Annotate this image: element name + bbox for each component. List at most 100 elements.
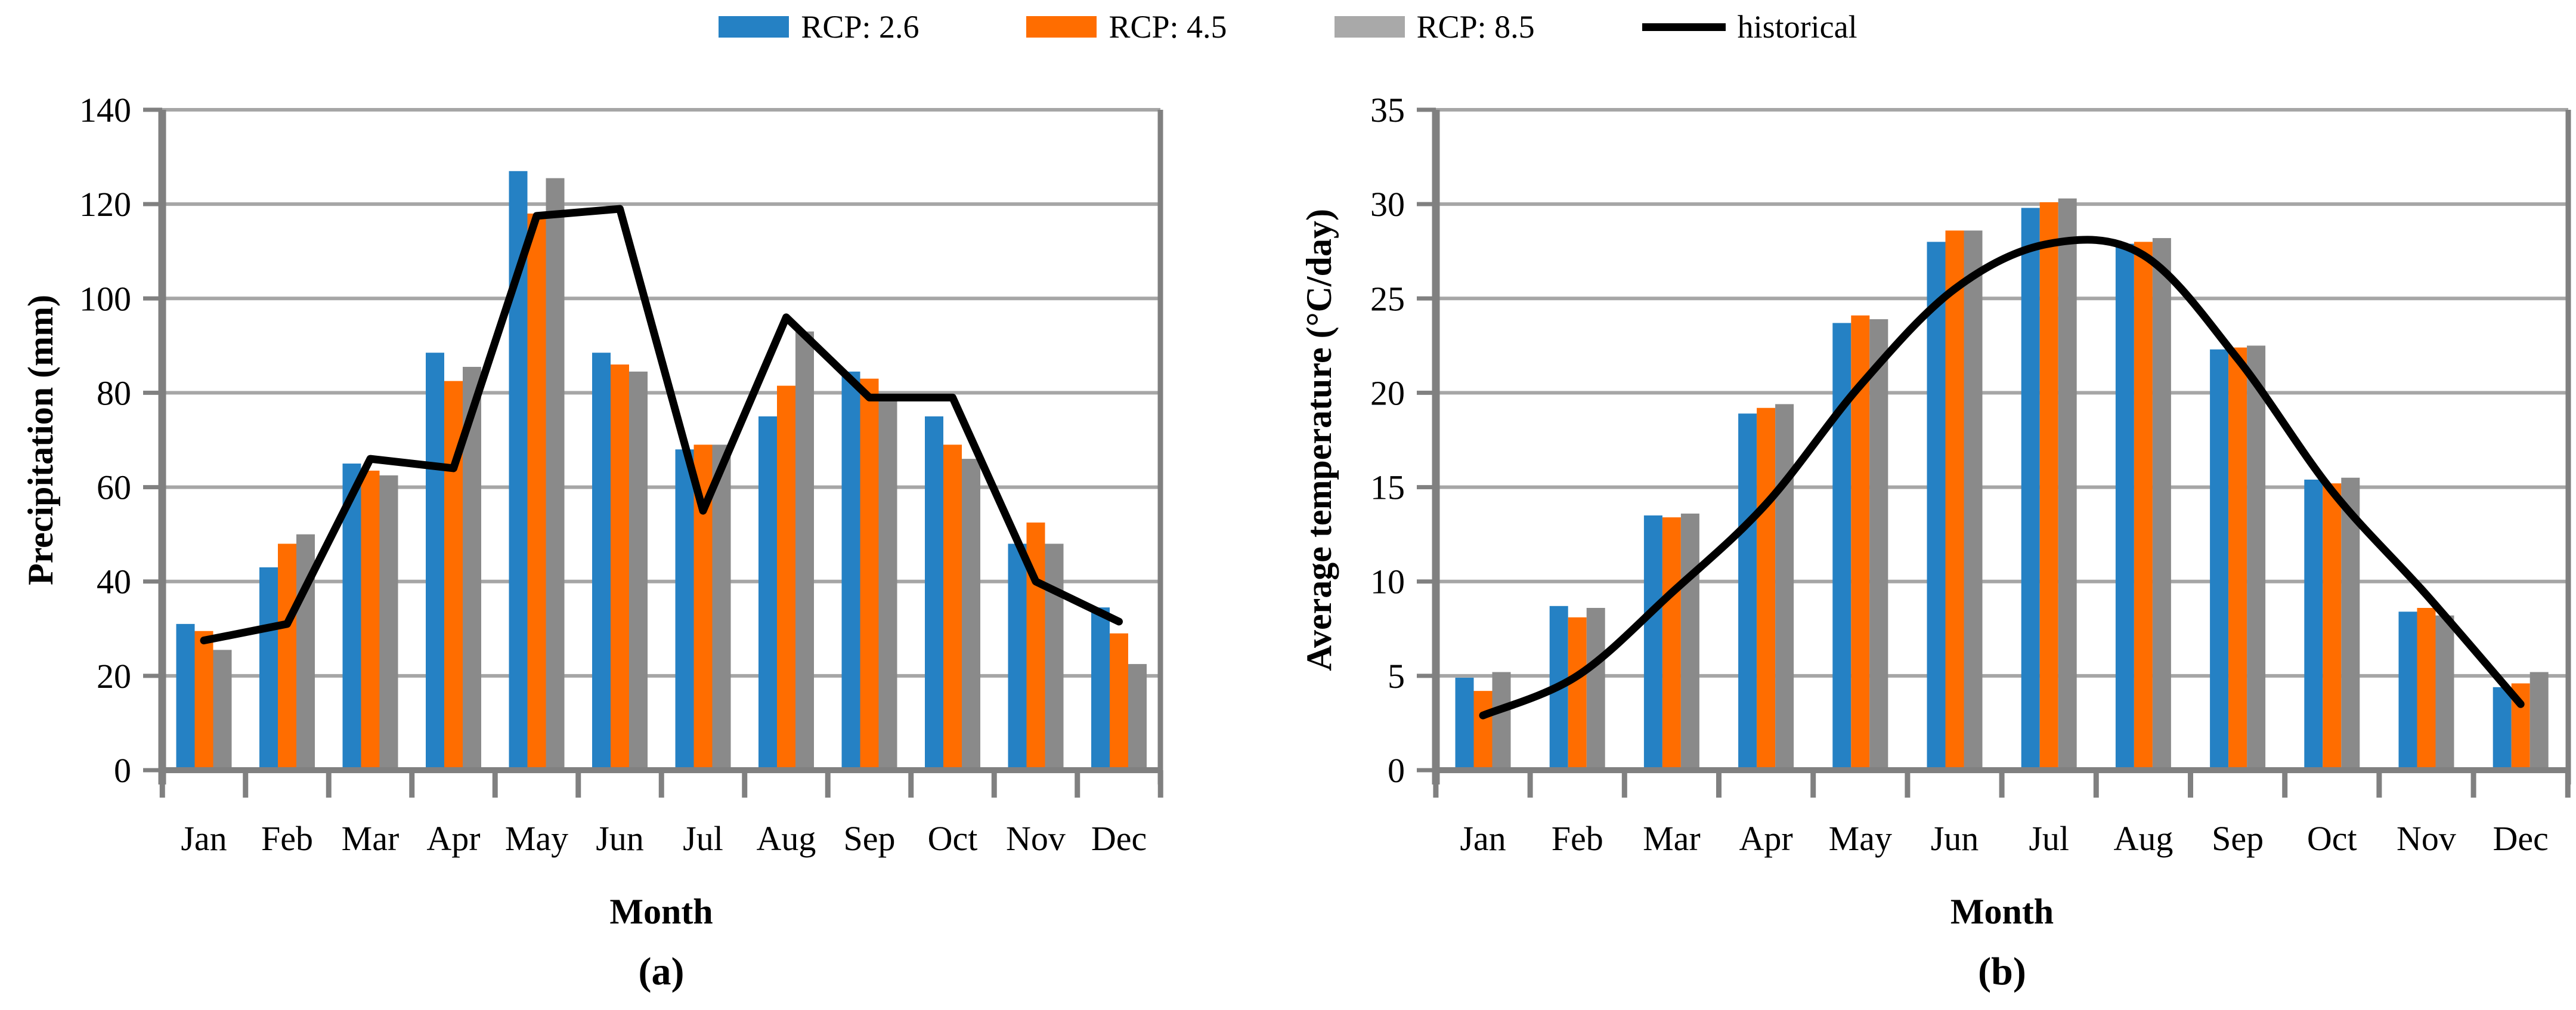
x-axis-title: Month <box>609 892 713 931</box>
chart-b-temperature: 0 5 10 15 20 25 30 35 Jan Feb Mar Apr May Jun Jul Aug Se… <box>1299 91 2571 993</box>
y-tick-label: 40 <box>97 563 131 601</box>
legend-item-rcp-4-5: RCP: 4.5 <box>1026 8 1227 45</box>
y-tick-label: 100 <box>79 279 131 318</box>
x-tick-label: Dec <box>1091 819 1147 858</box>
y-tick-label: 10 <box>1370 563 1405 601</box>
y-tick-label: 15 <box>1370 468 1405 507</box>
bar-sep-s1 <box>2228 347 2247 770</box>
bar-sep-s1 <box>860 378 879 770</box>
bar-jun-s0 <box>1927 242 1946 770</box>
bar-mar-s1 <box>361 470 380 770</box>
bar-aug-s0 <box>758 416 777 770</box>
bar-mar-s2 <box>1680 513 1699 770</box>
x-tick-label: Nov <box>2397 819 2456 858</box>
bar-oct-s0 <box>2304 479 2323 770</box>
bar-oct-s1 <box>943 444 962 770</box>
x-tick-label: Oct <box>928 819 978 858</box>
bar-jan-s0 <box>1455 678 1474 770</box>
legend-label-rcp-2-6: RCP: 2.6 <box>801 9 919 45</box>
bar-nov-s1 <box>2417 607 2436 770</box>
x-tick-label: Jan <box>1460 819 1506 858</box>
y-axis-title: Average temperature (°C/day) <box>1299 209 1339 671</box>
x-tick-label: Feb <box>261 819 313 858</box>
x-tick-label: Feb <box>1552 819 1603 858</box>
bar-mar-s1 <box>1662 517 1681 770</box>
x-tick-label: Jul <box>683 819 723 858</box>
bar-jul-s0 <box>675 449 694 770</box>
bar-oct-s1 <box>2323 483 2342 770</box>
bar-may-s2 <box>1869 319 1888 770</box>
bar-feb-s1 <box>1568 617 1587 770</box>
legend-item-rcp-2-6: RCP: 2.6 <box>719 8 919 45</box>
x-tick-label: May <box>505 819 568 858</box>
bar-aug-s1 <box>777 385 795 770</box>
legend-swatch-rcp-4-5-icon <box>1026 16 1097 38</box>
bar-mar-s2 <box>379 475 398 770</box>
bar-feb-s1 <box>278 543 296 770</box>
bar-aug-s2 <box>795 331 814 770</box>
historical-line <box>200 205 1123 645</box>
y-tick-label: 0 <box>114 751 131 790</box>
bar-apr-s0 <box>426 353 444 770</box>
bar-apr-s1 <box>1757 407 1776 770</box>
bar-mar-s0 <box>1643 515 1662 770</box>
chart-legend: RCP: 2.6 RCP: 4.5 RCP: 8.5 historical <box>0 8 2576 45</box>
panel-caption: (a) <box>639 950 685 993</box>
legend-line-historical-icon <box>1642 23 1726 31</box>
bar-nov-s0 <box>2398 611 2417 770</box>
historical-line <box>1479 236 2525 719</box>
bar-jun-s2 <box>629 371 648 770</box>
x-tick-label: Dec <box>2493 819 2549 858</box>
x-tick-label: May <box>1829 819 1892 858</box>
bar-jul-s2 <box>712 444 731 770</box>
bar-dec-s2 <box>1128 664 1147 770</box>
bar-jul-s0 <box>2021 208 2040 770</box>
bar-jan-s1 <box>1473 691 1493 770</box>
x-tick-label: Aug <box>757 819 816 858</box>
bar-aug-s0 <box>2115 243 2134 770</box>
x-tick-label: Jan <box>181 819 227 858</box>
bar-jun-s2 <box>1964 230 1983 770</box>
x-tick-label: Apr <box>1739 819 1792 858</box>
y-tick-label: 25 <box>1370 279 1405 318</box>
bar-dec-s2 <box>2529 672 2549 770</box>
bar-may-s1 <box>527 213 546 770</box>
bar-jun-s1 <box>1945 230 1964 770</box>
bar-jun-s0 <box>592 353 611 770</box>
y-tick-label: 120 <box>79 185 131 224</box>
legend-label-rcp-4-5: RCP: 4.5 <box>1109 9 1227 45</box>
legend-label-historical: historical <box>1737 9 1857 45</box>
y-axis-title: Precipitation (mm) <box>21 295 60 585</box>
x-tick-label: Jul <box>2029 819 2069 858</box>
x-tick-label: Aug <box>2113 819 2173 858</box>
x-tick-label: Sep <box>844 819 896 858</box>
bar-sep-s0 <box>2210 349 2229 770</box>
bar-sep-s2 <box>878 397 897 770</box>
bar-aug-s2 <box>2152 238 2171 770</box>
y-tick-label: 5 <box>1388 657 1405 696</box>
bar-jan-s2 <box>1492 672 1511 770</box>
bar-may-s0 <box>1832 323 1852 770</box>
legend-swatch-rcp-2-6-icon <box>719 16 789 38</box>
legend-item-rcp-8-5: RCP: 8.5 <box>1334 8 1535 45</box>
bar-nov-s2 <box>2435 615 2454 770</box>
bar-nov-s0 <box>1008 543 1027 770</box>
x-tick-label: Nov <box>1006 819 1066 858</box>
bar-jan-s0 <box>176 623 195 770</box>
y-tick-label: 20 <box>1370 373 1405 412</box>
y-tick-label: 60 <box>97 468 131 507</box>
bar-feb-s2 <box>1586 607 1605 770</box>
y-tick-label: 0 <box>1388 751 1405 790</box>
bar-sep-s0 <box>841 371 860 770</box>
bar-jul-s1 <box>2039 202 2058 771</box>
y-tick-label: 80 <box>97 373 131 412</box>
chart-a-precipitation: 0 20 40 60 80 100 120 140 Jan Feb Mar Apr May Jun Jul A… <box>21 91 1163 993</box>
bar-dec-s0 <box>1091 607 1110 770</box>
x-tick-label: Oct <box>2307 819 2357 858</box>
panel-caption: (b) <box>1978 950 2026 993</box>
x-tick-label: Jun <box>596 819 644 858</box>
bar-oct-s0 <box>925 416 943 770</box>
y-tick-label: 140 <box>79 91 131 129</box>
